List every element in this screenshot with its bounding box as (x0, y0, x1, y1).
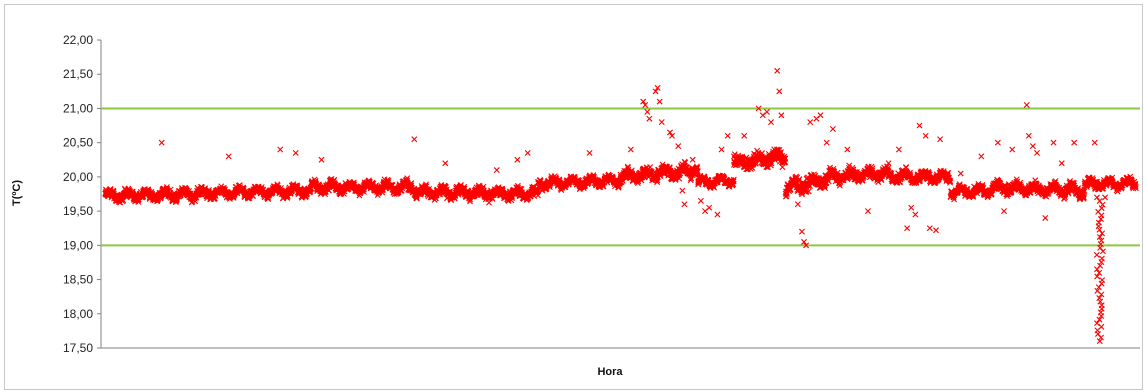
data-point (1009, 146, 1016, 153)
data-point (714, 211, 721, 218)
data-point (225, 153, 232, 160)
data-point (932, 227, 939, 234)
data-point (1034, 149, 1041, 156)
y-tick-label: 22,00 (63, 33, 93, 47)
data-point (675, 143, 682, 150)
y-tick-label: 19,00 (63, 238, 93, 252)
data-point (524, 149, 531, 156)
data-point (1029, 143, 1036, 150)
data-point (1071, 139, 1078, 146)
data-point (681, 201, 688, 208)
data-point (864, 208, 871, 215)
data-point (922, 132, 929, 139)
data-point (829, 125, 836, 132)
data-point (656, 98, 663, 105)
data-point (957, 170, 964, 177)
data-point (277, 146, 284, 153)
data-point (774, 67, 781, 74)
data-point (411, 136, 418, 143)
data-point (823, 139, 830, 146)
y-tick-label: 20,50 (63, 136, 93, 150)
y-tick-label: 19,50 (63, 204, 93, 218)
data-point (724, 132, 731, 139)
data-point (817, 112, 824, 119)
y-axis-title: T(ºC) (11, 180, 23, 206)
data-point (937, 136, 944, 143)
data-point (1102, 194, 1109, 201)
data-point (763, 108, 770, 115)
y-tick-label: 17,50 (63, 341, 93, 355)
data-point (706, 204, 713, 211)
data-point (768, 119, 775, 126)
data-point (697, 197, 704, 204)
data-point (586, 149, 593, 156)
data-point (1095, 223, 1102, 230)
y-tick-label: 20,00 (63, 170, 93, 184)
y-tick-label: 18,50 (63, 273, 93, 287)
y-tick-label: 21,00 (63, 101, 93, 115)
data-point (318, 156, 325, 163)
data-point (1023, 102, 1030, 109)
data-point (1058, 160, 1065, 167)
data-point (442, 160, 449, 167)
data-point (908, 204, 915, 211)
data-point (778, 112, 785, 119)
data-point (646, 115, 653, 122)
data-point (1093, 194, 1100, 201)
data-point (1001, 208, 1008, 215)
data-point (493, 167, 500, 174)
data-point (776, 88, 783, 95)
data-point (916, 122, 923, 129)
chart-frame (4, 4, 1143, 390)
reference-lines (101, 107, 1140, 247)
data-point (807, 119, 814, 126)
data-point (644, 108, 651, 115)
data-point (1042, 214, 1049, 221)
y-tick-label: 18,00 (63, 307, 93, 321)
x-axis-title: Hora (597, 366, 623, 378)
data-point (1025, 132, 1032, 139)
data-point (895, 146, 902, 153)
data-point (994, 139, 1001, 146)
y-axis: 17,50 18,00 18,50 19,00 19,50 20,00 20,50 21,00… (63, 33, 1140, 355)
data-point (798, 228, 805, 235)
data-point (978, 153, 985, 160)
data-point (904, 225, 911, 232)
data-point (514, 156, 521, 163)
data-point (1093, 251, 1100, 258)
data-point (689, 156, 696, 163)
data-point (292, 149, 299, 156)
data-point (1050, 139, 1057, 146)
data-point (912, 211, 919, 218)
data-point (1098, 305, 1105, 312)
data-point (926, 225, 933, 232)
data-points (102, 67, 1139, 345)
data-point (1096, 226, 1103, 233)
data-point (844, 146, 851, 153)
y-tick-label: 21,50 (63, 67, 93, 81)
data-point (284, 194, 291, 201)
data-point (741, 132, 748, 139)
data-point (1099, 248, 1106, 255)
data-point (794, 201, 801, 208)
data-point (718, 146, 725, 153)
data-point (658, 119, 665, 126)
data-point (1091, 139, 1098, 146)
data-point (627, 146, 634, 153)
data-point (679, 187, 686, 194)
data-point (158, 139, 165, 146)
